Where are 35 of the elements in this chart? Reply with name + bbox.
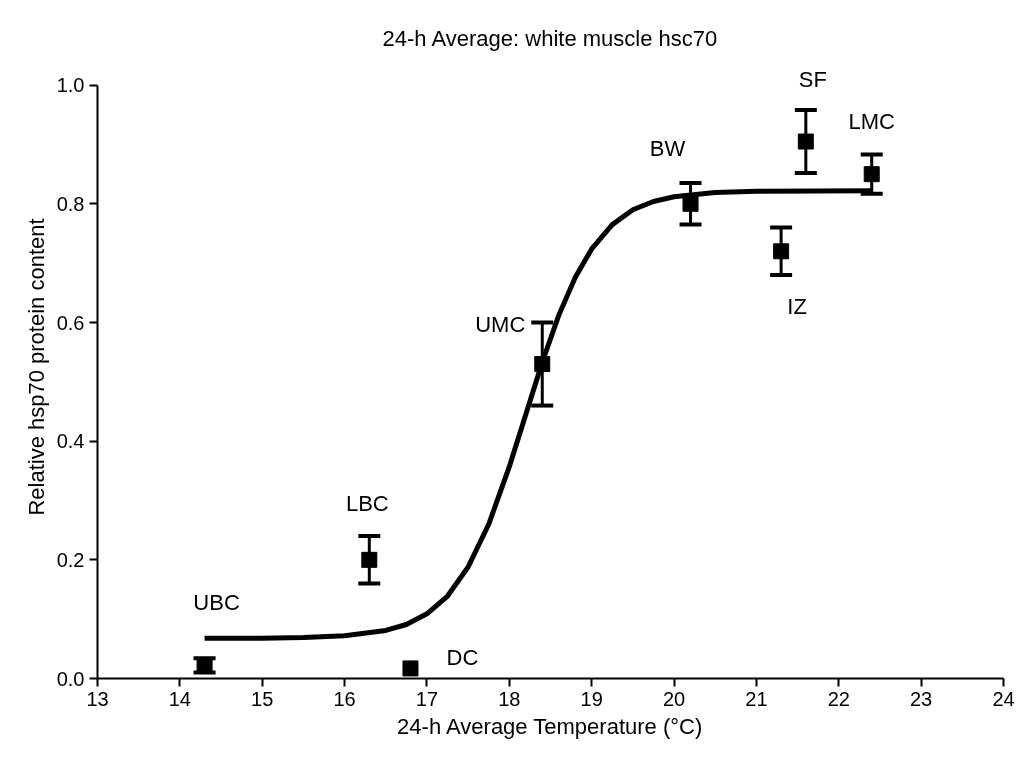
x-tick-label: 19 xyxy=(580,687,603,710)
y-tick-label: 0.2 xyxy=(56,548,85,571)
annotation: BW xyxy=(649,136,686,162)
x-tick-label: 24 xyxy=(992,687,1015,710)
y-tick-label: 0.0 xyxy=(56,667,85,690)
chart-title: 24-h Average: white muscle hsc70 xyxy=(382,25,718,51)
x-tick-label: 15 xyxy=(251,687,274,710)
annotation: IZ xyxy=(787,293,807,319)
y-axis-title: Relative hsp70 protein content xyxy=(23,218,49,516)
point xyxy=(797,133,814,150)
annotation: LBC xyxy=(345,491,389,517)
x-tick-label: 13 xyxy=(86,687,109,710)
annotation: LMC xyxy=(848,108,896,134)
y-tick-label: 0.4 xyxy=(56,430,85,453)
annotation: SF xyxy=(798,67,827,93)
x-tick-label: 18 xyxy=(498,687,521,710)
point xyxy=(361,551,378,568)
y-tick-label: 0.8 xyxy=(56,192,85,215)
annotation: UMC xyxy=(475,311,526,337)
point xyxy=(773,243,790,260)
y-tick-label: 0.6 xyxy=(56,311,85,334)
x-tick-label: 22 xyxy=(827,687,850,710)
annotation: UBC xyxy=(193,589,240,615)
x-tick-label: 14 xyxy=(168,687,191,710)
point xyxy=(682,195,699,212)
x-tick-label: 21 xyxy=(745,687,768,710)
point xyxy=(863,166,880,183)
x-tick-label: 16 xyxy=(333,687,356,710)
annotation: DC xyxy=(446,644,479,670)
x-tick-label: 20 xyxy=(662,687,686,710)
x-tick-label: 23 xyxy=(910,687,933,710)
y-tick-label: 1.0 xyxy=(56,74,85,97)
x-tick-label: 17 xyxy=(415,687,439,710)
point xyxy=(402,660,419,677)
x-axis-title: 24-h Average Temperature (°C) xyxy=(397,713,703,739)
